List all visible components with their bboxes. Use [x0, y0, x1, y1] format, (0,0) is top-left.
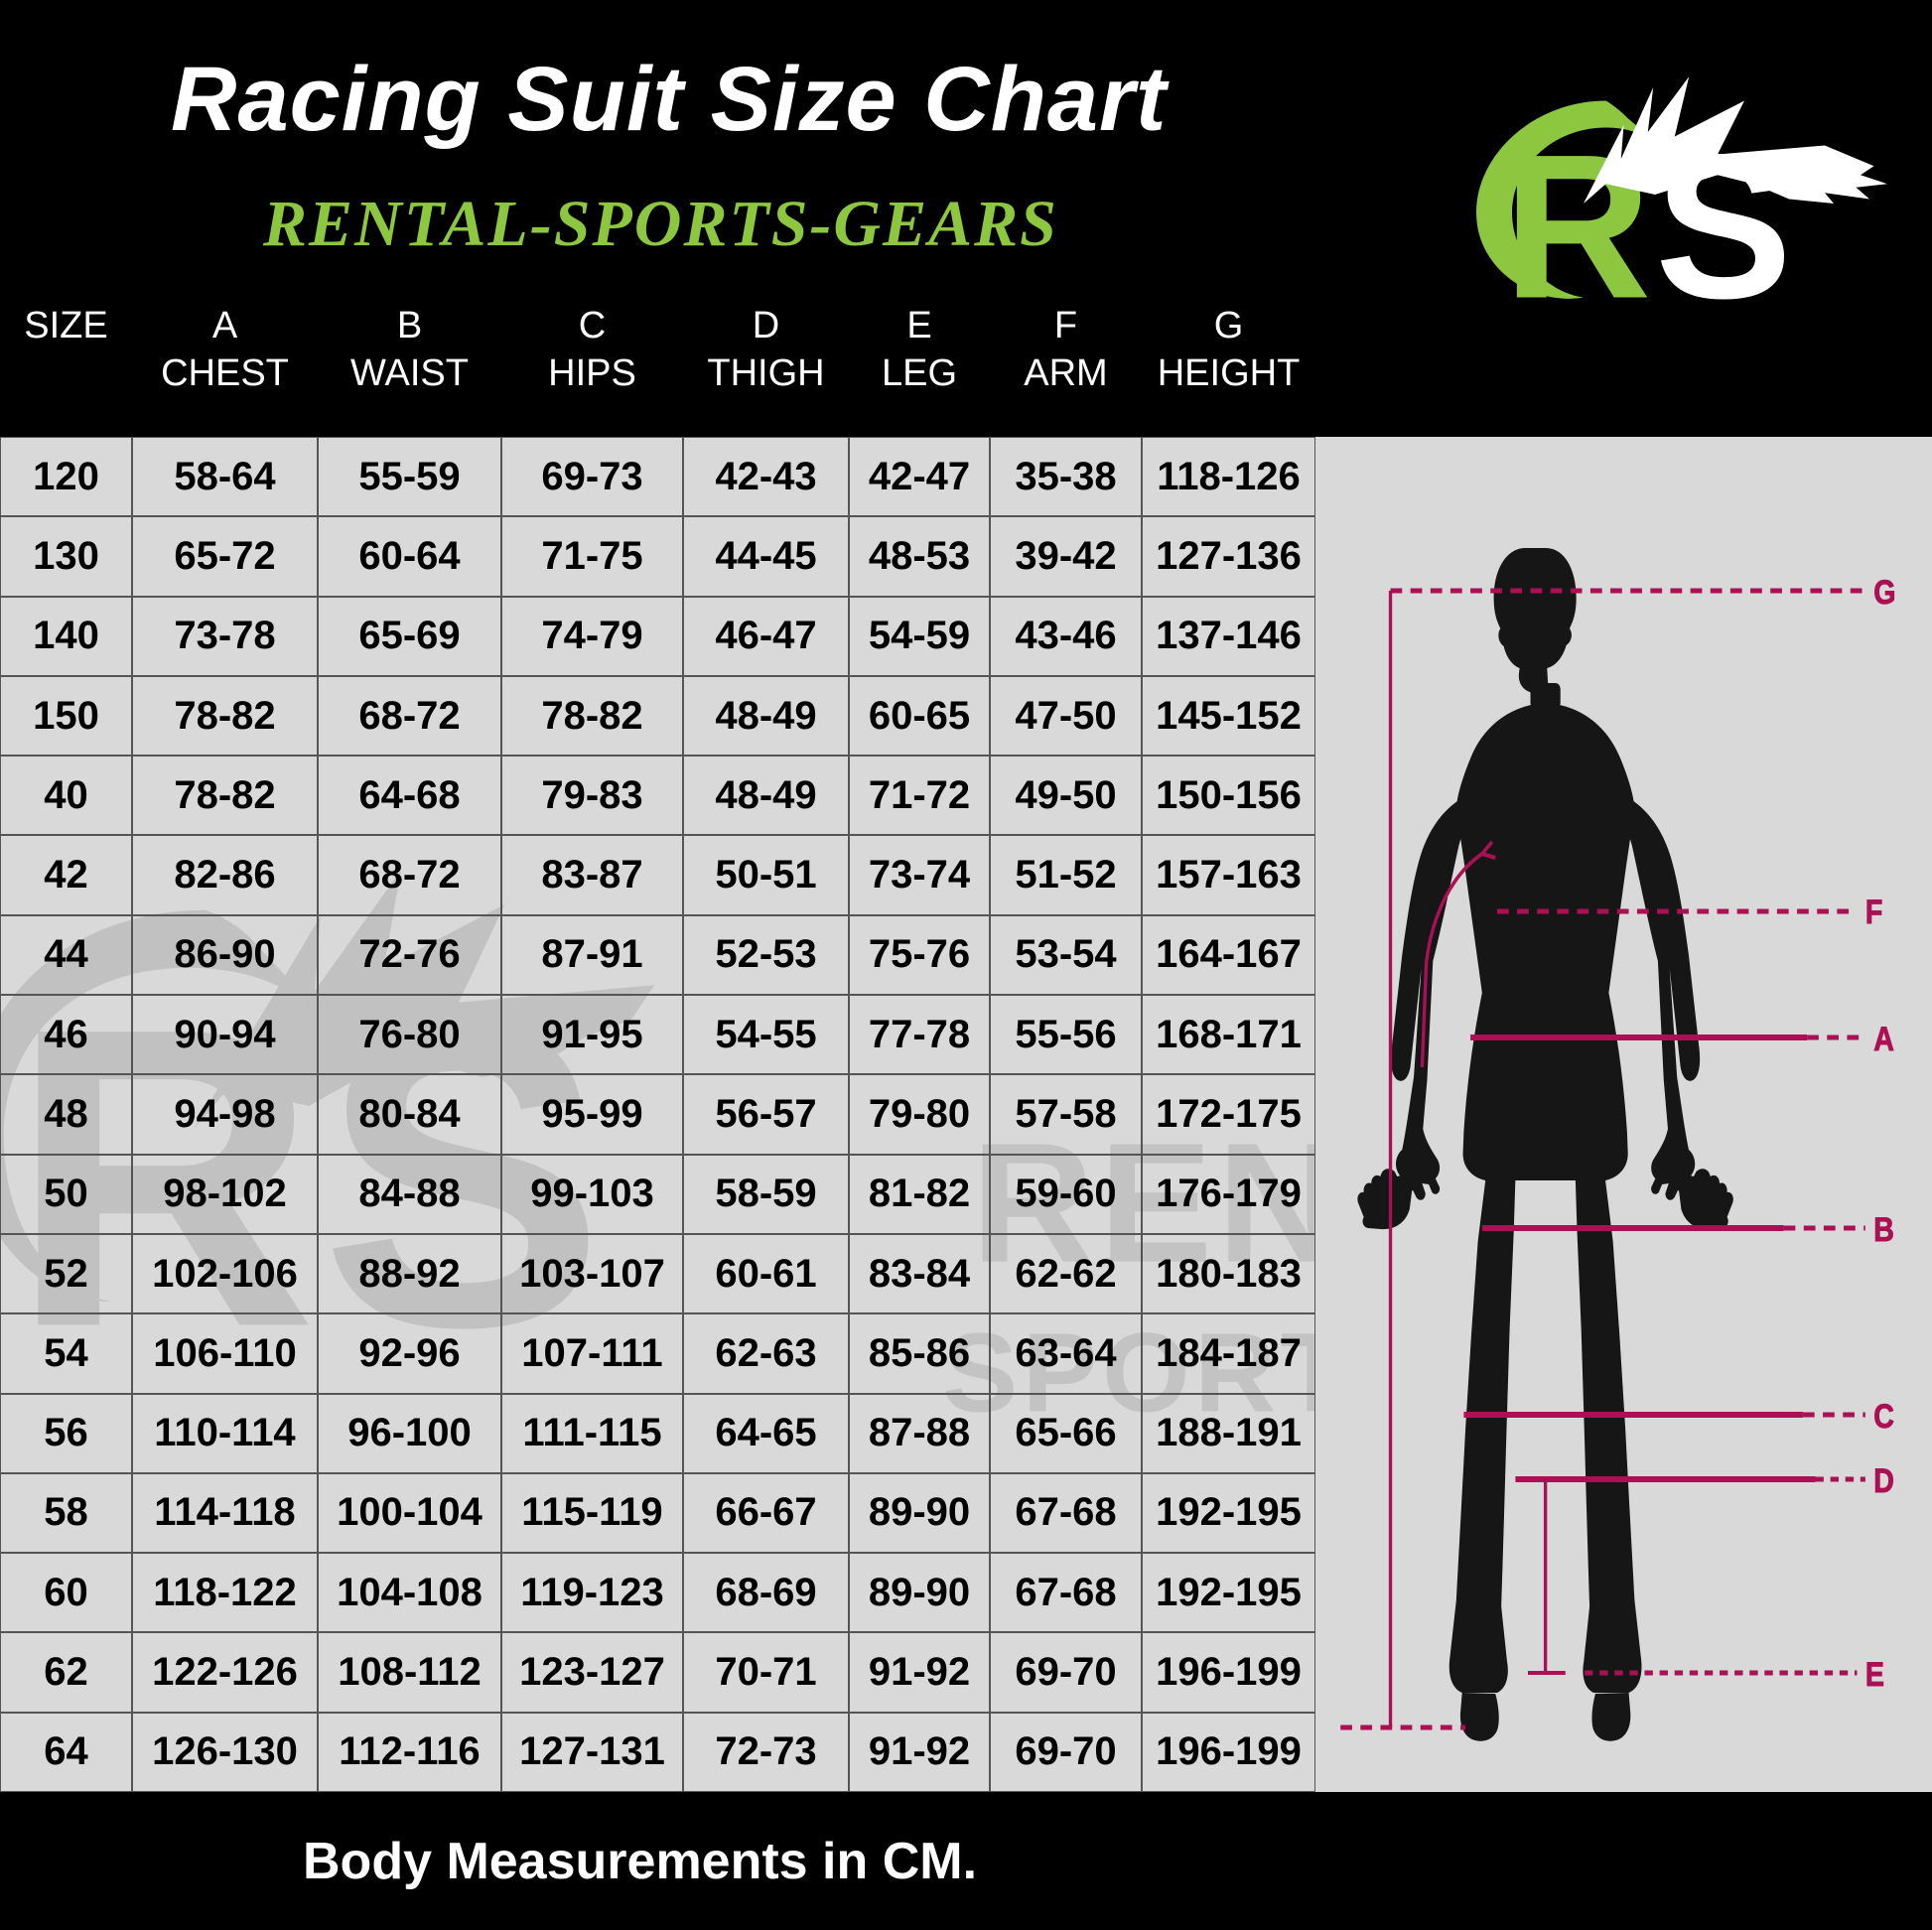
svg-text:G: G	[1873, 574, 1895, 612]
svg-text:C: C	[1873, 1398, 1894, 1436]
svg-text:A: A	[1873, 1021, 1894, 1058]
svg-text:E: E	[1865, 1656, 1884, 1694]
svg-text:B: B	[1873, 1211, 1894, 1249]
svg-text:F: F	[1865, 894, 1882, 931]
svg-text:D: D	[1873, 1462, 1894, 1500]
